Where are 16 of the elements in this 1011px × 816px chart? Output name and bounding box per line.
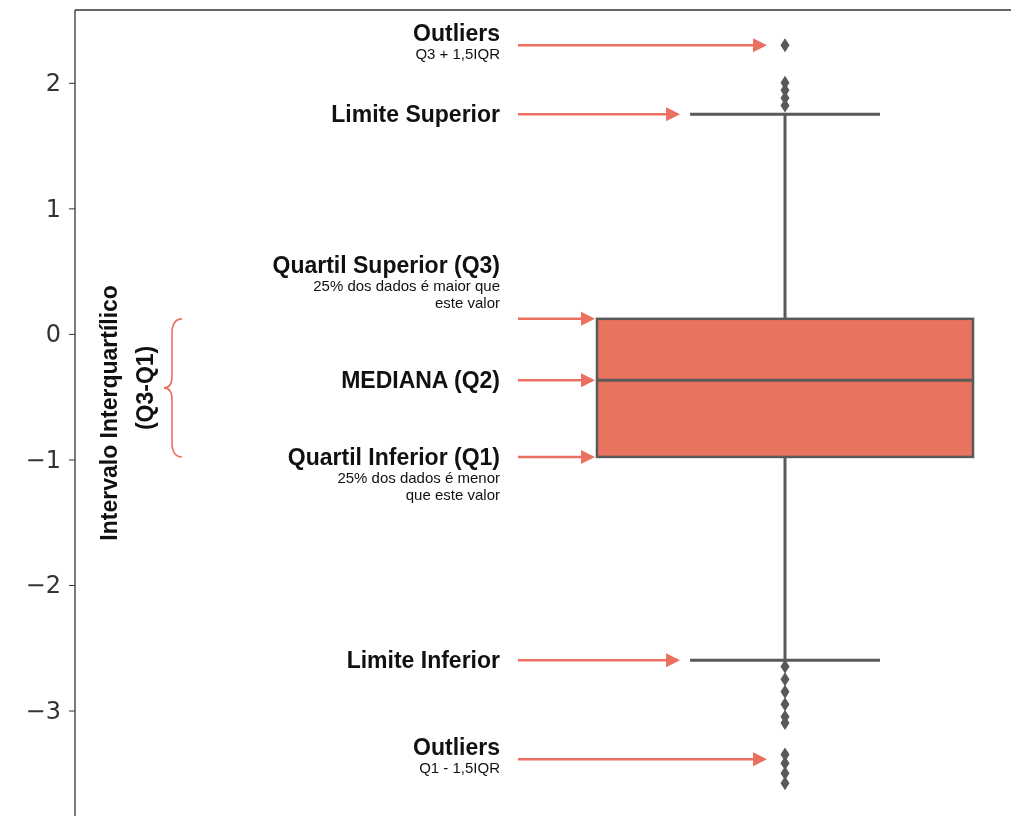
annotation: Limite Inferior	[346, 647, 501, 674]
y-tick-label: 2	[45, 69, 61, 97]
y-tick-label: −1	[25, 445, 61, 474]
annotation: MEDIANA (Q2)	[341, 367, 500, 394]
y-tick-label: −3	[25, 696, 61, 725]
annotation: Quartil Inferior (Q1)	[287, 443, 500, 470]
annotation: Intervalo Interquartílico (Q3-Q1)	[96, 285, 158, 541]
y-tick-label: 1	[45, 194, 61, 223]
annotation: Limite Superior	[331, 101, 501, 128]
annotation: Quartil Superior (Q3)	[272, 251, 500, 278]
annotation: Outliers	[413, 734, 500, 761]
y-tick-label: −2	[25, 571, 61, 600]
annotation: Q1 - 1,5IQR	[419, 759, 501, 777]
y-tick-label: 0	[45, 320, 61, 349]
annotation: Outliers	[413, 20, 500, 47]
annotation: Q3 + 1,5IQR	[415, 45, 501, 63]
